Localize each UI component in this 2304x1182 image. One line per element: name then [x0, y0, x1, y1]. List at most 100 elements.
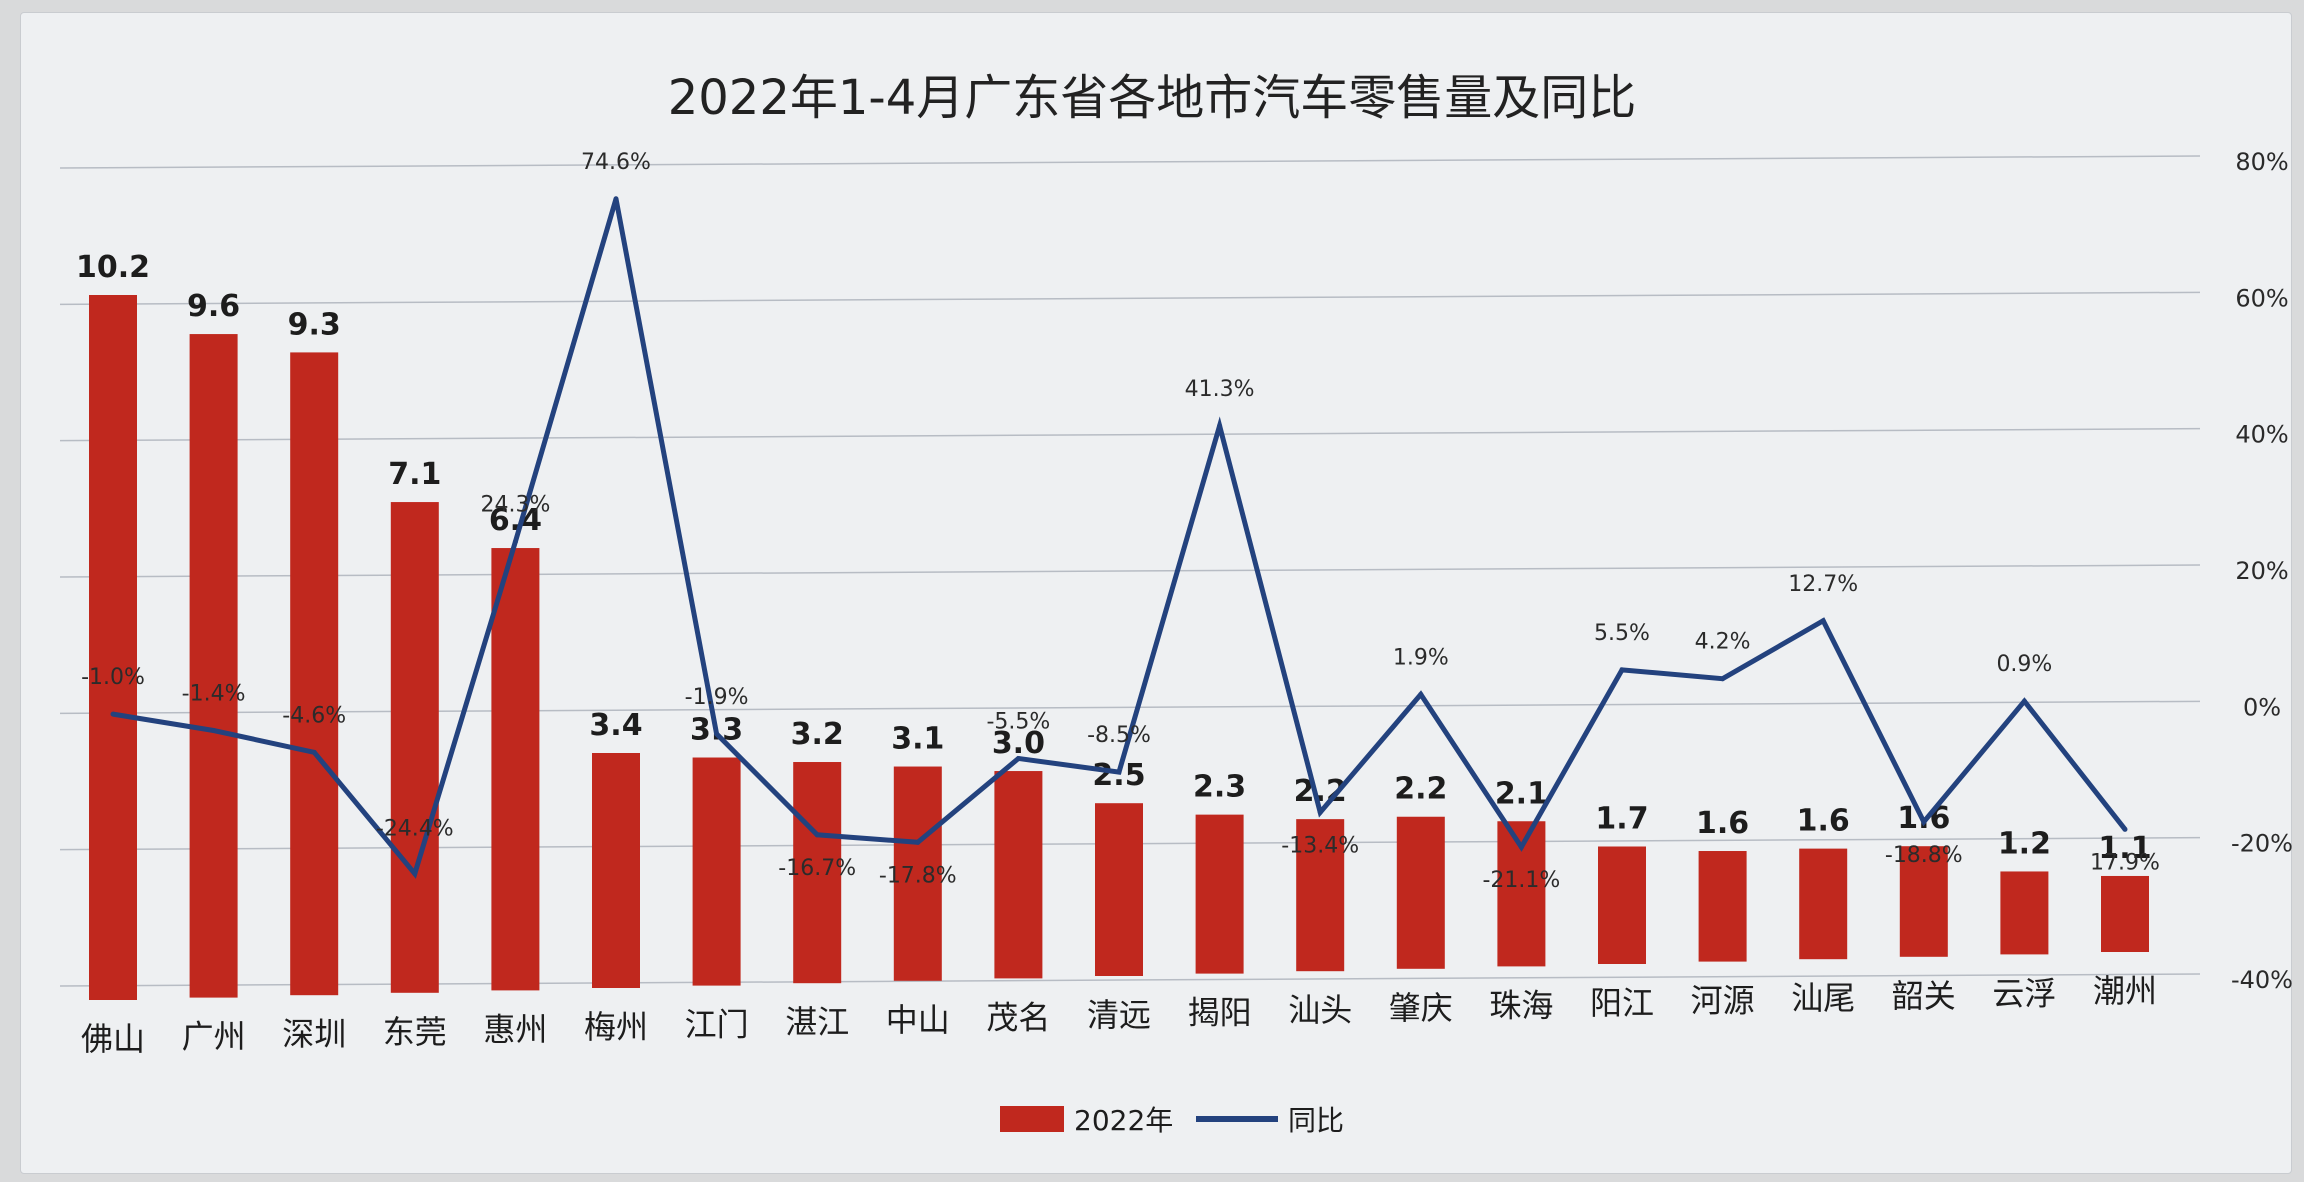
yoy-point [1921, 819, 1927, 825]
bar [1095, 803, 1143, 976]
category-label: 清远 [1087, 996, 1151, 1034]
yoy-point [311, 749, 317, 755]
bar-value-label: 7.1 [388, 457, 441, 492]
category-label: 汕尾 [1791, 979, 1855, 1017]
bar [1598, 846, 1646, 964]
chart-title: 2022年1-4月广东省各地市汽车零售量及同比 [667, 70, 1637, 126]
category-label: 江门 [685, 1006, 749, 1044]
bar [2101, 875, 2149, 952]
bar-value-label: 1.6 [1696, 806, 1749, 841]
yoy-value-label: 5.5% [1594, 621, 1650, 646]
bar [1899, 846, 1948, 957]
yoy-value-label: 0.9% [1996, 652, 2052, 677]
legend-label-line: 同比 [1288, 1104, 1344, 1137]
bar-value-label: 1.6 [1797, 804, 1850, 839]
yoy-point [1820, 618, 1826, 624]
bar-value-label: 3.1 [891, 722, 944, 757]
yoy-value-label: 17.9% [2090, 850, 2160, 875]
category-label: 湛江 [785, 1003, 849, 1041]
yoy-value-label: 4.2% [1695, 630, 1751, 655]
yoy-value-label: 24.3% [480, 493, 550, 518]
category-label: 广州 [182, 1018, 246, 1056]
yoy-point [2122, 826, 2128, 832]
category-label: 佛山 [81, 1020, 145, 1058]
category-label: 中山 [886, 1001, 950, 1039]
yoy-value-label: -8.5% [1087, 723, 1151, 748]
y2-tick-label: 60% [2235, 284, 2288, 312]
category-label: 深圳 [282, 1015, 346, 1053]
yoy-point [1720, 676, 1726, 682]
yoy-point [613, 196, 619, 202]
yoy-point [512, 539, 518, 545]
bar-value-label: 9.3 [288, 307, 341, 342]
bar-value-label: 3.2 [791, 717, 844, 752]
gridline [59, 155, 2201, 169]
y2-tick-label: 40% [2235, 421, 2288, 449]
bar [189, 334, 238, 998]
bar [1195, 814, 1244, 974]
category-label: 汕头 [1288, 991, 1352, 1029]
yoy-point [1217, 423, 1223, 429]
bar-value-label: 1.1 [2098, 831, 2151, 866]
yoy-point [1619, 667, 1625, 673]
y2-tick-label: -40% [2231, 966, 2293, 994]
bar [390, 502, 439, 993]
category-label: 茂名 [986, 998, 1050, 1036]
bar [89, 295, 137, 1000]
bar [994, 771, 1043, 979]
category-label: 惠州 [483, 1010, 547, 1048]
yoy-value-label: 74.6% [581, 150, 651, 175]
yoy-value-label: -1.4% [182, 682, 246, 707]
bar-value-label: 3.0 [992, 726, 1045, 761]
bar-value-label: 2.1 [1495, 776, 1548, 811]
y2-tick-label: 80% [2235, 148, 2288, 176]
category-label: 梅州 [584, 1008, 648, 1046]
gridline [59, 427, 2201, 442]
yoy-point [814, 832, 820, 838]
yoy-point [2021, 698, 2027, 704]
bar-value-label: 1.7 [1595, 802, 1648, 837]
bar [290, 352, 339, 996]
bar-value-label: 10.2 [76, 250, 150, 285]
category-label: 珠海 [1489, 986, 1553, 1024]
bar-value-label: 3.4 [589, 708, 642, 743]
yoy-value-label: 1.9% [1393, 645, 1449, 670]
yoy-point [915, 839, 921, 845]
category-label: 潮州 [2093, 972, 2157, 1010]
bar-value-label: 2.3 [1193, 770, 1246, 805]
yoy-value-label: -13.4% [1281, 833, 1359, 858]
yoy-value-label: 12.7% [1788, 572, 1858, 597]
yoy-point [1518, 844, 1524, 850]
y2-tick-label: 20% [2235, 557, 2288, 585]
category-label: 韶关 [1892, 977, 1956, 1015]
category-label: 肇庆 [1389, 989, 1453, 1027]
yoy-point [1116, 769, 1122, 775]
legend-swatch-bar [1000, 1106, 1064, 1132]
bar-value-label: 9.6 [187, 289, 240, 324]
bar [1799, 848, 1848, 960]
yoy-value-label: -1.9% [685, 685, 749, 710]
yoy-point [211, 728, 217, 734]
bar-value-label: 2.2 [1394, 772, 1447, 807]
category-label: 揭阳 [1188, 994, 1252, 1032]
legend-label-bar: 2022年 [1074, 1104, 1173, 1137]
bar [893, 766, 942, 981]
yoy-value-label: -1.0% [81, 665, 145, 690]
yoy-value-label: -16.7% [778, 856, 856, 881]
bar [2000, 871, 2049, 955]
yoy-value-label: -17.8% [879, 863, 957, 888]
bar [592, 753, 640, 988]
bar [491, 548, 540, 991]
yoy-value-label: -4.6% [282, 703, 346, 728]
yoy-point [110, 711, 116, 717]
category-label: 云浮 [1992, 974, 2056, 1012]
yoy-point [1317, 809, 1323, 815]
bar [692, 757, 741, 986]
bar-value-label: 1.2 [1998, 826, 2051, 861]
bar [1698, 851, 1747, 962]
yoy-point [1015, 755, 1021, 761]
yoy-point [412, 871, 418, 877]
gridline [59, 700, 2201, 715]
gridline [59, 564, 2201, 578]
